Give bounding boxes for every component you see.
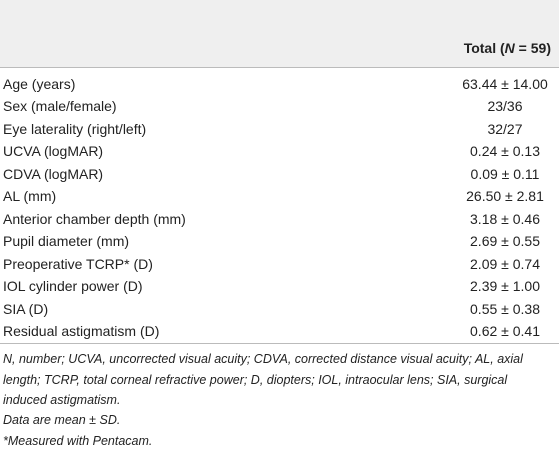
row-label: UCVA (logMAR) <box>3 143 104 160</box>
table-row: Pupil diameter (mm) 2.69 ± 0.55 <box>0 230 559 252</box>
footnote: Data are mean ± SD. <box>3 413 121 427</box>
row-value: 2.09 ± 0.74 <box>470 255 540 272</box>
row-value: 26.50 ± 2.81 <box>466 188 544 205</box>
row-value: 2.69 ± 0.55 <box>470 233 540 250</box>
footnote: *Measured with Pentacam. <box>3 434 153 448</box>
header-text: N <box>504 40 515 56</box>
header-text: Total ( <box>463 40 505 56</box>
bottom-rule <box>0 343 559 344</box>
row-label: Eye laterality (right/left) <box>3 120 147 137</box>
row-label: AL (mm) <box>3 188 57 205</box>
table-row: Eye laterality (right/left) 32/27 <box>0 118 559 140</box>
row-value: 2.39 ± 1.00 <box>470 278 540 295</box>
row-value: 3.18 ± 0.46 <box>470 210 540 227</box>
table-row: Preoperative TCRP* (D) 2.09 ± 0.74 <box>0 253 559 275</box>
row-value: 63.44 ± 14.00 <box>462 76 548 92</box>
table-row: Residual astigmatism (D) 0.62 ± 0.41 <box>0 320 559 342</box>
row-label: Preoperative TCRP* (D) <box>3 255 153 272</box>
header-row: Total (N = 59) <box>0 0 559 68</box>
row-value: 0.55 ± 0.38 <box>470 300 540 317</box>
table-row: AL (mm) 26.50 ± 2.81 <box>0 185 559 207</box>
table-row: IOL cylinder power (D) 2.39 ± 1.00 <box>0 275 559 297</box>
table-row: CDVA (logMAR) 0.09 ± 0.11 <box>0 163 559 185</box>
row-value: 32/27 <box>487 120 523 137</box>
row-value: 0.09 ± 0.11 <box>470 165 540 182</box>
table-row: Anterior chamber depth (mm) 3.18 ± 0.46 <box>0 208 559 230</box>
row-label: Anterior chamber depth (mm) <box>3 210 186 227</box>
table-row: Sex (male/female) 23/36 <box>0 95 559 117</box>
row-label: Pupil diameter (mm) <box>3 233 130 250</box>
row-value: 23/36 <box>487 98 523 115</box>
row-label: Sex (male/female) <box>3 98 117 115</box>
row-label: SIA (D) <box>3 300 49 317</box>
row-label: IOL cylinder power (D) <box>3 278 143 295</box>
footnote: N, number; UCVA, uncorrected visual acui… <box>3 352 523 407</box>
table-row: SIA (D) 0.55 ± 0.38 <box>0 298 559 320</box>
header-text: = 59) <box>514 40 551 56</box>
row-value: 0.62 ± 0.41 <box>470 322 540 339</box>
row-value: 0.24 ± 0.13 <box>470 143 540 160</box>
row-label: Age (years) <box>3 76 76 92</box>
row-label: Residual astigmatism (D) <box>3 322 160 339</box>
row-label: CDVA (logMAR) <box>3 165 104 182</box>
table-row: Age (years) 63.44 ± 14.00 <box>0 73 559 95</box>
header-total: Total (N = 59) <box>464 40 551 56</box>
table-row: UCVA (logMAR) 0.24 ± 0.13 <box>0 140 559 162</box>
